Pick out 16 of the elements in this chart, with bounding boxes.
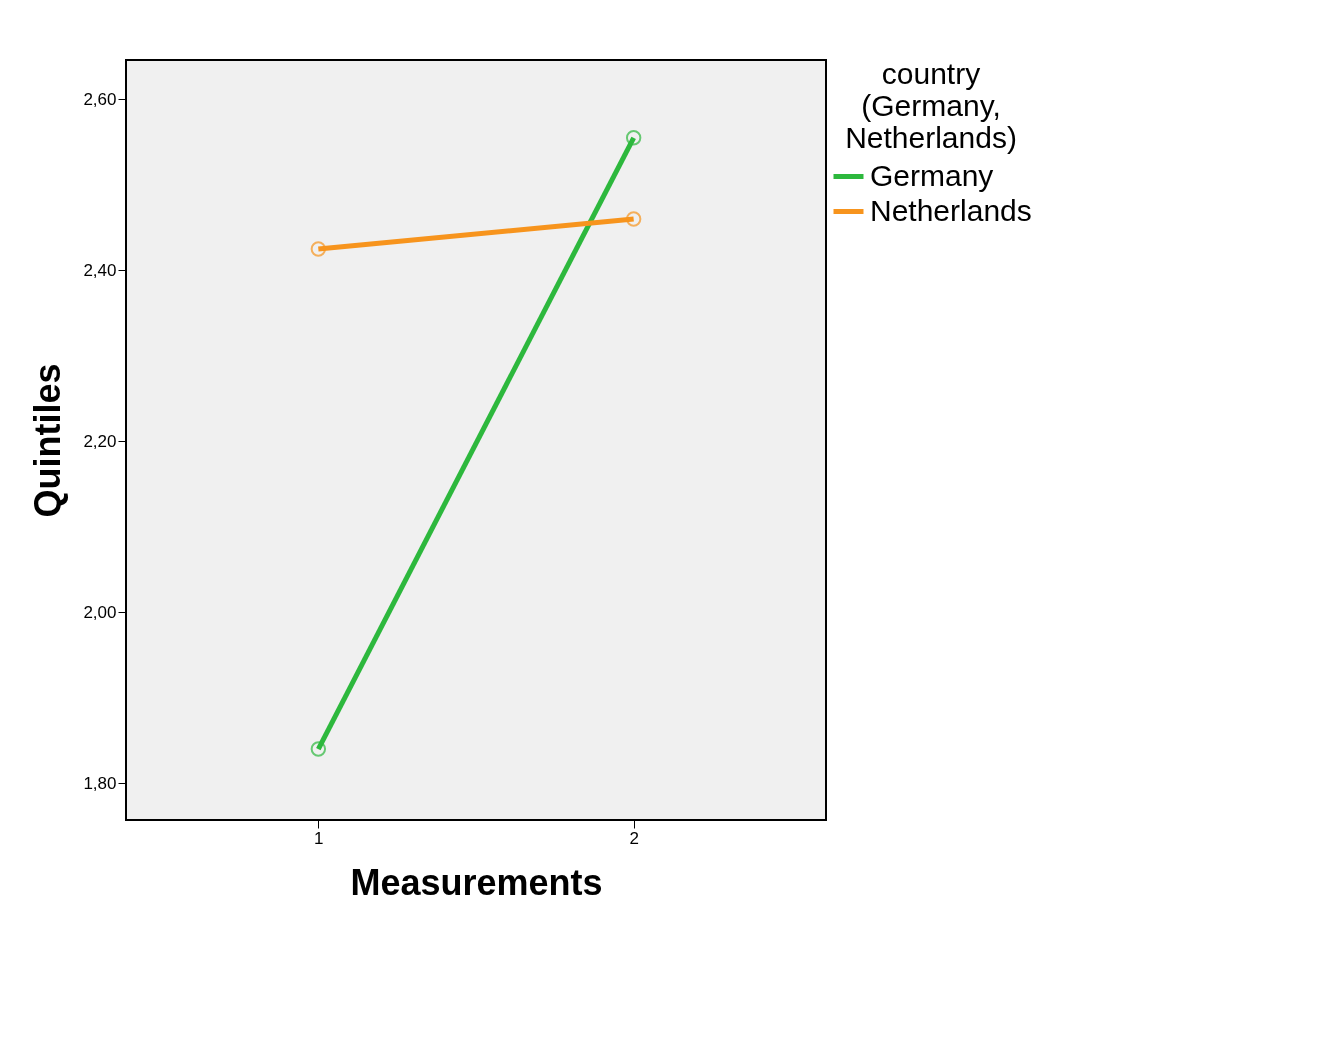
y-tick-label: 2,60 — [83, 89, 117, 109]
legend-title: country (Germany, Netherlands) — [845, 57, 1017, 154]
y-axis-title: Quintiles — [27, 363, 69, 518]
point — [625, 211, 642, 227]
x-tick-label: 1 — [314, 828, 324, 848]
y-tick-label: 2,20 — [83, 431, 117, 451]
y-tick-label: 2,00 — [83, 602, 117, 622]
y-tick-label: 1,80 — [83, 773, 117, 793]
point — [310, 241, 327, 257]
y-tick-label: 2,40 — [83, 260, 117, 280]
legend-label: Germany — [870, 158, 994, 192]
x-axis-title: Measurements — [350, 861, 603, 903]
x-tick-label: 2 — [629, 828, 639, 848]
point — [625, 130, 642, 146]
legend-label: Netherlands — [870, 193, 1032, 227]
point — [310, 741, 327, 757]
